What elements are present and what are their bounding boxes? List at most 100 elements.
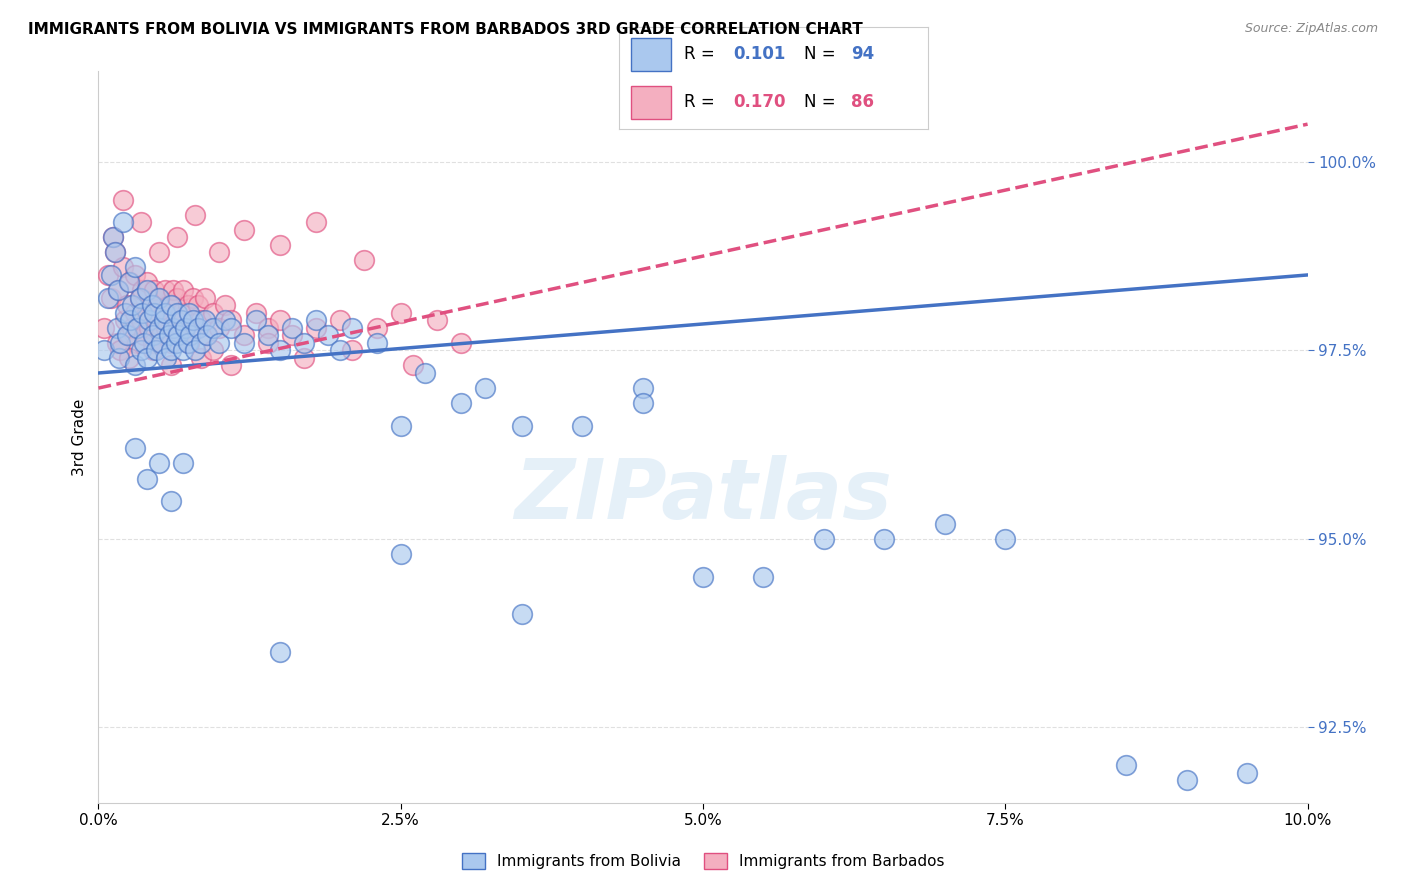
Point: [143, 306, 166, 320]
Text: 86: 86: [851, 93, 873, 111]
Point: [256, 320, 278, 334]
Point: [135, 351, 157, 365]
Point: [148, 291, 170, 305]
Point: [232, 335, 254, 350]
Point: [97, 268, 120, 282]
Point: [128, 291, 150, 305]
Point: [101, 230, 124, 244]
Y-axis label: 3rd Grade: 3rd Grade: [72, 399, 87, 475]
Point: [124, 260, 146, 275]
Point: [101, 230, 124, 244]
Point: [342, 320, 364, 334]
Point: [118, 313, 141, 327]
Point: [157, 298, 180, 312]
Point: [118, 328, 141, 343]
Point: [160, 298, 183, 312]
Point: [105, 320, 128, 334]
Point: [281, 328, 304, 343]
Point: [124, 359, 146, 373]
Text: N =: N =: [804, 93, 841, 111]
Point: [269, 645, 291, 659]
Point: [269, 343, 291, 358]
Point: [305, 313, 328, 327]
Point: [1175, 773, 1198, 788]
Point: [124, 442, 146, 456]
Point: [129, 343, 152, 358]
Point: [150, 335, 173, 350]
Point: [172, 457, 194, 471]
Point: [194, 313, 217, 327]
Point: [190, 313, 212, 327]
Point: [129, 313, 152, 327]
Text: 94: 94: [851, 45, 875, 63]
Point: [142, 328, 165, 343]
Point: [117, 328, 139, 343]
Point: [194, 291, 217, 305]
Point: [141, 298, 163, 312]
Point: [153, 306, 176, 320]
Point: [184, 208, 207, 222]
Point: [135, 471, 157, 485]
Point: [143, 283, 166, 297]
Point: [148, 320, 170, 334]
Point: [305, 320, 328, 334]
Point: [342, 343, 364, 358]
Point: [105, 335, 128, 350]
Text: R =: R =: [683, 45, 720, 63]
Point: [174, 320, 197, 334]
Point: [169, 313, 191, 327]
Point: [107, 283, 129, 297]
Point: [142, 343, 165, 358]
Point: [389, 547, 412, 561]
Point: [129, 215, 152, 229]
Point: [114, 313, 136, 327]
Point: [329, 343, 352, 358]
Text: R =: R =: [683, 93, 720, 111]
Point: [155, 320, 177, 334]
Point: [571, 418, 593, 433]
Point: [190, 351, 212, 365]
Point: [121, 320, 143, 334]
Point: [510, 418, 533, 433]
Bar: [631, 87, 671, 119]
Point: [134, 328, 156, 343]
Point: [124, 306, 146, 320]
Point: [145, 313, 167, 327]
Point: [366, 320, 388, 334]
Point: [108, 343, 131, 358]
Point: [221, 313, 243, 327]
Point: [221, 320, 243, 334]
Point: [426, 313, 449, 327]
Point: [994, 532, 1017, 546]
Point: [166, 306, 188, 320]
Point: [131, 283, 153, 297]
Point: [155, 351, 177, 365]
Text: Source: ZipAtlas.com: Source: ZipAtlas.com: [1244, 22, 1378, 36]
Point: [1115, 758, 1137, 772]
Point: [202, 306, 225, 320]
Point: [366, 335, 388, 350]
Point: [389, 418, 412, 433]
Point: [1236, 765, 1258, 780]
Point: [157, 328, 180, 343]
Point: [450, 396, 472, 410]
Point: [474, 381, 496, 395]
Text: IMMIGRANTS FROM BOLIVIA VS IMMIGRANTS FROM BARBADOS 3RD GRADE CORRELATION CHART: IMMIGRANTS FROM BOLIVIA VS IMMIGRANTS FR…: [28, 22, 863, 37]
Point: [232, 328, 254, 343]
Point: [873, 532, 896, 546]
Point: [187, 320, 209, 334]
Point: [184, 343, 207, 358]
Point: [135, 276, 157, 290]
Bar: [631, 38, 671, 70]
Point: [256, 328, 278, 343]
Point: [100, 291, 122, 305]
Point: [269, 237, 291, 252]
Point: [118, 351, 141, 365]
Point: [208, 320, 231, 334]
Point: [148, 245, 170, 260]
Point: [181, 291, 204, 305]
Point: [169, 306, 191, 320]
Point: [148, 457, 170, 471]
Point: [117, 298, 139, 312]
Point: [111, 260, 134, 275]
